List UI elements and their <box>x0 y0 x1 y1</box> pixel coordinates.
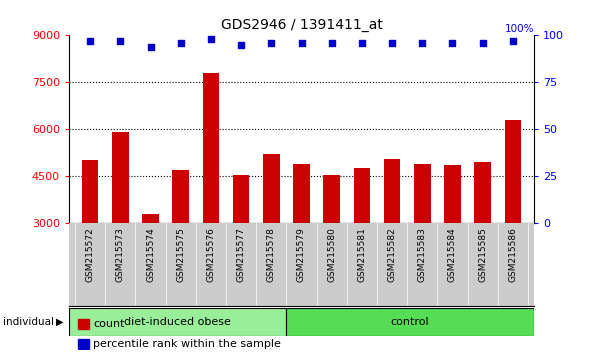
Point <box>146 44 155 50</box>
Text: 100%: 100% <box>505 24 534 34</box>
Text: control: control <box>391 317 430 327</box>
Point <box>236 42 246 48</box>
Text: count: count <box>93 319 125 329</box>
Point <box>327 40 337 46</box>
Text: GSM215573: GSM215573 <box>116 227 125 282</box>
Point <box>357 40 367 46</box>
Text: GSM215585: GSM215585 <box>478 227 487 282</box>
Text: GSM215572: GSM215572 <box>86 227 95 282</box>
Point <box>387 40 397 46</box>
Text: GSM215575: GSM215575 <box>176 227 185 282</box>
Text: GSM215580: GSM215580 <box>327 227 336 282</box>
Bar <box>286 308 534 336</box>
Text: GSM215586: GSM215586 <box>508 227 517 282</box>
Point <box>85 38 95 44</box>
Bar <box>203 73 219 223</box>
Bar <box>69 308 286 336</box>
Text: GSM215581: GSM215581 <box>358 227 367 282</box>
Text: GSM215577: GSM215577 <box>236 227 245 282</box>
Bar <box>323 175 340 223</box>
Point <box>116 38 125 44</box>
Text: GSM215583: GSM215583 <box>418 227 427 282</box>
Text: GSM215582: GSM215582 <box>388 227 397 282</box>
Bar <box>505 120 521 223</box>
Bar <box>475 162 491 223</box>
Text: GSM215579: GSM215579 <box>297 227 306 282</box>
Bar <box>384 159 400 223</box>
Bar <box>444 165 461 223</box>
Bar <box>142 214 159 223</box>
Point <box>418 40 427 46</box>
Text: GSM215576: GSM215576 <box>206 227 215 282</box>
Point <box>508 38 518 44</box>
Point <box>206 36 216 42</box>
Point <box>176 40 185 46</box>
Point <box>266 40 276 46</box>
Point <box>297 40 307 46</box>
Text: ▶: ▶ <box>56 317 63 327</box>
Bar <box>78 339 89 349</box>
Bar <box>414 164 431 223</box>
Bar <box>233 175 250 223</box>
Text: individual: individual <box>3 317 54 327</box>
Text: GSM215578: GSM215578 <box>267 227 276 282</box>
Bar <box>293 164 310 223</box>
Point <box>448 40 457 46</box>
Text: percentile rank within the sample: percentile rank within the sample <box>93 339 281 349</box>
Bar <box>82 160 98 223</box>
Text: GSM215574: GSM215574 <box>146 227 155 282</box>
Point <box>478 40 487 46</box>
Bar <box>112 132 128 223</box>
Text: diet-induced obese: diet-induced obese <box>124 317 231 327</box>
Bar <box>263 154 280 223</box>
Text: GSM215584: GSM215584 <box>448 227 457 282</box>
Bar <box>353 168 370 223</box>
Bar <box>78 319 89 329</box>
Bar <box>172 170 189 223</box>
Title: GDS2946 / 1391411_at: GDS2946 / 1391411_at <box>221 18 382 32</box>
